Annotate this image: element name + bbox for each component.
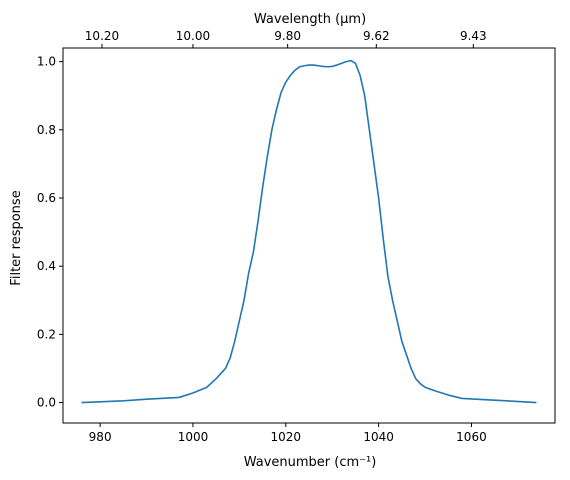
series-line-0 <box>81 59 537 404</box>
y-tick-label: 0.4 <box>37 259 56 273</box>
x-tick-label: 1040 <box>363 430 394 444</box>
x-tick-label: 1000 <box>178 430 209 444</box>
x-axis-label: Wavenumber (cm⁻¹) <box>244 455 377 470</box>
plot-layer <box>81 59 537 404</box>
y-tick-label: 0.6 <box>37 191 56 205</box>
y-tick-label: 1.0 <box>37 55 56 69</box>
top-tick-label: 9.43 <box>460 29 487 43</box>
x-tick-label: 1020 <box>271 430 302 444</box>
y-tick-label: 0.8 <box>37 123 56 137</box>
y-tick-label: 0.2 <box>37 327 56 341</box>
top-axis-label: Wavelength (μm) <box>254 12 366 27</box>
y-axis-label: Filter response <box>9 190 24 285</box>
plot-frame <box>62 47 556 424</box>
top-tick-label: 9.80 <box>274 29 301 43</box>
x-tick-label: 980 <box>89 430 112 444</box>
top-tick-label: 10.00 <box>176 29 210 43</box>
y-tick-label: 0.0 <box>37 396 56 410</box>
top-tick-label: 9.62 <box>363 29 390 43</box>
top-tick-label: 10.20 <box>85 29 119 43</box>
axes-layer: 980 1000 1020 1040 1060 0.0 0.2 0.4 0.6 0.8 1.0 10.… <box>37 29 556 444</box>
x-tick-label: 1060 <box>456 430 487 444</box>
